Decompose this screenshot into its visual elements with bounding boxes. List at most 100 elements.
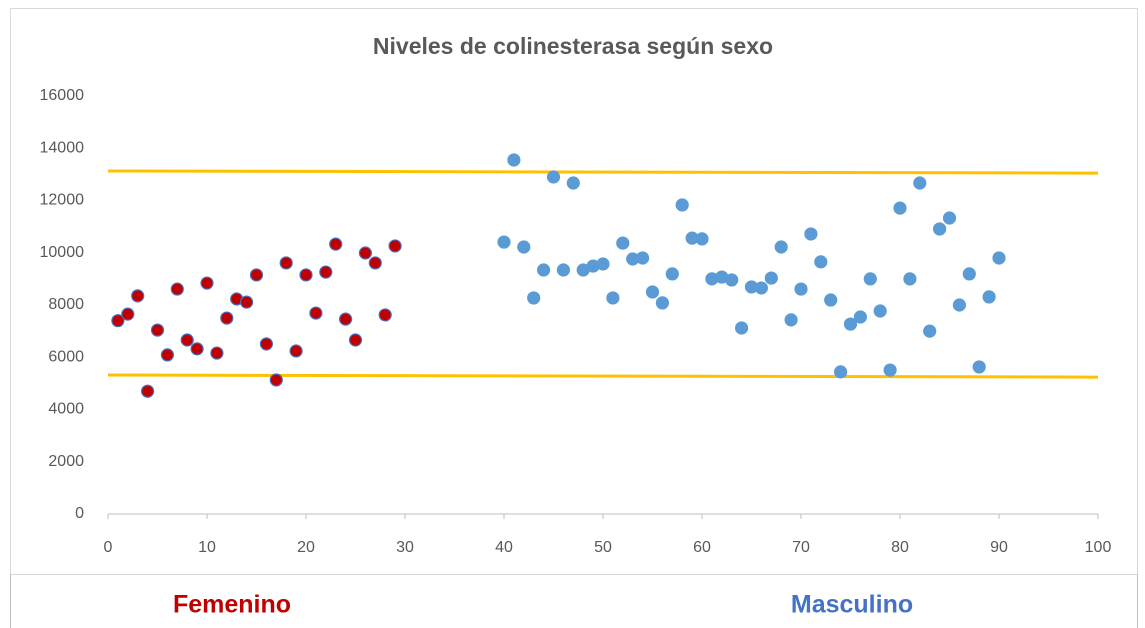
point [190, 342, 204, 356]
point [259, 337, 273, 351]
point [992, 251, 1006, 265]
point [883, 363, 897, 377]
y-tick-label: 4000 [48, 401, 84, 418]
x-tick-label: 90 [990, 539, 1008, 556]
point [269, 373, 283, 387]
point [863, 272, 877, 286]
point [240, 295, 254, 309]
x-tick-label: 0 [104, 539, 113, 556]
point [725, 273, 739, 287]
point [111, 314, 125, 328]
point [833, 365, 848, 379]
point [734, 321, 749, 335]
reference-line [107, 373, 1099, 379]
point [507, 153, 521, 167]
point [319, 265, 333, 279]
y-tick-label: 16000 [40, 87, 85, 104]
reference-line [107, 169, 1099, 175]
point [665, 267, 679, 281]
point [952, 298, 967, 312]
point [635, 251, 650, 265]
label-box [10, 574, 1138, 628]
point [170, 282, 184, 296]
y-tick-label: 8000 [48, 296, 84, 313]
point [200, 276, 214, 290]
point [655, 296, 670, 310]
point [546, 170, 561, 184]
point [853, 310, 868, 324]
point [368, 256, 382, 270]
point [913, 176, 927, 190]
group-label: Femenino [173, 591, 291, 619]
point [339, 312, 353, 326]
point [150, 323, 165, 337]
point [378, 308, 392, 322]
point [932, 222, 947, 236]
point [606, 291, 620, 305]
point [774, 240, 788, 254]
y-tick-label: 14000 [40, 139, 85, 156]
point [141, 384, 155, 398]
point [675, 198, 689, 212]
point [348, 333, 363, 347]
point [873, 304, 887, 318]
point [121, 307, 135, 321]
point [982, 290, 996, 304]
point [527, 291, 541, 305]
x-tick-label: 60 [693, 539, 711, 556]
x-tick-label: 10 [198, 539, 216, 556]
point [180, 333, 194, 347]
point [784, 313, 798, 327]
x-tick-label: 40 [495, 539, 513, 556]
point [536, 263, 551, 277]
chart-title: Niveles de colinesterasa según sexo [373, 33, 773, 59]
point [695, 232, 709, 246]
point [754, 281, 769, 295]
point [596, 257, 610, 271]
point [794, 282, 808, 296]
point [131, 289, 145, 303]
point [299, 268, 313, 282]
x-tick-label: 30 [396, 539, 414, 556]
point [764, 271, 778, 285]
point [942, 211, 957, 225]
point [616, 236, 630, 250]
x-tick-label: 70 [792, 539, 810, 556]
x-tick-label: 20 [297, 539, 315, 556]
point [903, 272, 917, 286]
y-tick-label: 6000 [48, 348, 84, 365]
group-label: Masculino [791, 591, 913, 619]
point [249, 268, 264, 282]
point [814, 255, 828, 269]
point [358, 246, 372, 260]
point [972, 360, 986, 374]
x-tick-label: 100 [1085, 539, 1112, 556]
point [804, 227, 818, 241]
point [962, 267, 976, 281]
point [289, 344, 303, 358]
point [497, 235, 511, 249]
point [329, 237, 343, 251]
point [160, 348, 174, 362]
y-tick-label: 2000 [48, 453, 84, 470]
point [517, 240, 531, 254]
point [566, 176, 580, 190]
y-tick-label: 0 [75, 505, 84, 522]
chart-border [10, 8, 1138, 575]
x-tick-label: 80 [891, 539, 909, 556]
point [279, 256, 293, 270]
point [556, 263, 571, 277]
point [923, 324, 937, 338]
x-tick-label: 50 [594, 539, 612, 556]
point [843, 317, 858, 331]
y-tick-label: 10000 [40, 244, 85, 261]
point [893, 201, 907, 215]
point [309, 306, 323, 320]
point [388, 239, 402, 253]
point [824, 293, 838, 307]
y-tick-label: 12000 [40, 192, 85, 209]
point [210, 346, 224, 360]
point [645, 285, 660, 299]
point [220, 311, 234, 325]
